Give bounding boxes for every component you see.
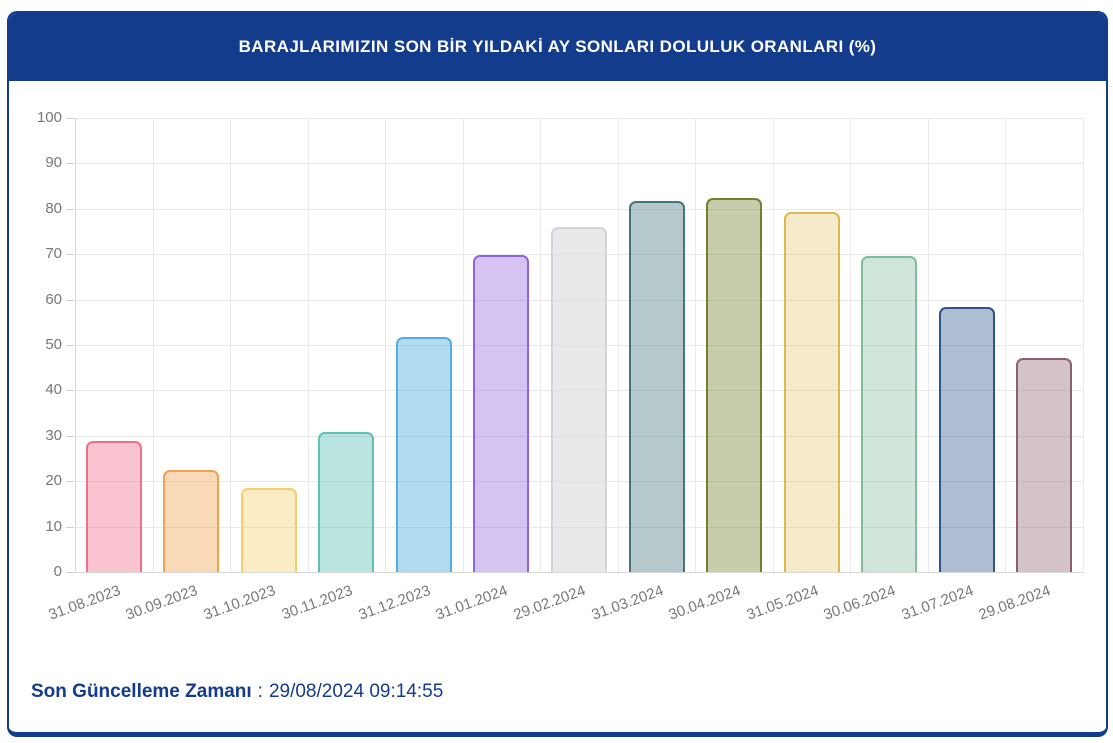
x-tick-label-30-04-2024: 30.04.2024 xyxy=(666,582,743,624)
last-update: Son Güncelleme Zamanı:29/08/2024 09:14:5… xyxy=(31,681,443,703)
y-tick-label-20: 20 xyxy=(45,472,62,490)
bar-chart: 0 10 20 30 40 50 60 70 80 90 100 31.08.2023 30.09.20… xyxy=(9,81,1106,653)
y-tick xyxy=(66,435,74,437)
last-update-separator: : xyxy=(257,681,263,702)
y-tick xyxy=(66,526,74,528)
x-gridline xyxy=(850,118,852,572)
bar-31-08-2023[interactable] xyxy=(85,440,142,572)
y-tick-label-90: 90 xyxy=(45,154,62,172)
x-gridline xyxy=(462,118,464,572)
bar-31-03-2024[interactable] xyxy=(628,201,685,572)
bar-31-01-2024[interactable] xyxy=(473,255,530,572)
x-gridline xyxy=(1083,118,1084,572)
y-tick-label-30: 30 xyxy=(45,426,62,444)
x-gridline xyxy=(152,118,154,572)
bar-31-05-2024[interactable] xyxy=(783,211,840,572)
x-gridline xyxy=(772,118,774,572)
x-gridline xyxy=(617,118,619,572)
x-tick-label-29-08-2024: 29.08.2024 xyxy=(976,582,1054,624)
x-tick-label-31-10-2023: 31.10.2023 xyxy=(201,582,278,624)
y-tick-label-10: 10 xyxy=(45,517,62,535)
x-gridline xyxy=(230,118,232,572)
y-tick xyxy=(66,345,74,346)
y-tick xyxy=(66,481,74,483)
y-tick xyxy=(66,118,74,119)
y-tick-label-50: 50 xyxy=(45,336,62,353)
x-tick-label-31-12-2023: 31.12.2023 xyxy=(356,582,433,624)
y-gridline xyxy=(75,118,1083,119)
x-tick-label-29-02-2024: 29.02.2024 xyxy=(511,582,588,624)
x-gridline xyxy=(307,118,309,572)
bar-30-04-2024[interactable] xyxy=(706,198,763,572)
y-tick-label-80: 80 xyxy=(45,199,62,217)
x-gridline xyxy=(385,118,387,572)
y-tick-label-70: 70 xyxy=(45,245,62,263)
y-tick xyxy=(66,390,74,392)
x-tick-label-31-07-2024: 31.07.2024 xyxy=(899,582,976,624)
bar-30-11-2023[interactable] xyxy=(318,432,375,572)
x-gridline xyxy=(1005,118,1007,572)
card-header: BARAJLARIMIZIN SON BİR YILDAKİ AY SONLAR… xyxy=(9,13,1106,81)
y-tick-label-100: 100 xyxy=(36,109,62,126)
bar-30-06-2024[interactable] xyxy=(861,256,918,572)
y-tick-label-40: 40 xyxy=(45,381,62,399)
x-tick-label-30-11-2023: 30.11.2023 xyxy=(279,582,356,624)
x-tick-label-30-09-2023: 30.09.2023 xyxy=(123,582,201,624)
x-tick-label-31-08-2023: 31.08.2023 xyxy=(46,582,123,624)
y-tick xyxy=(66,163,74,165)
x-tick-label-31-03-2024: 31.03.2024 xyxy=(588,582,666,624)
bar-31-07-2024[interactable] xyxy=(938,307,995,572)
bar-29-08-2024[interactable] xyxy=(1016,358,1073,572)
dam-occupancy-card: BARAJLARIMIZIN SON BİR YILDAKİ AY SONLAR… xyxy=(7,11,1108,737)
bar-31-12-2023[interactable] xyxy=(395,336,452,572)
y-gridline xyxy=(75,163,1083,165)
y-gridline xyxy=(75,208,1083,210)
x-gridline xyxy=(695,118,697,572)
x-gridline xyxy=(927,118,929,572)
bar-29-02-2024[interactable] xyxy=(551,226,607,572)
x-tick-label-30-06-2024: 30.06.2024 xyxy=(821,582,898,624)
x-gridline xyxy=(75,118,76,572)
bar-31-10-2023[interactable] xyxy=(240,488,297,572)
y-tick xyxy=(66,572,74,573)
last-update-label: Son Güncelleme Zamanı xyxy=(31,681,252,702)
x-gridline xyxy=(540,118,542,572)
chart-title: BARAJLARIMIZIN SON BİR YILDAKİ AY SONLAR… xyxy=(238,37,877,56)
y-tick xyxy=(66,208,74,210)
last-update-value: 29/08/2024 09:14:55 xyxy=(268,681,444,702)
x-tick-label-31-01-2024: 31.01.2024 xyxy=(433,582,511,624)
y-tick xyxy=(66,299,74,301)
x-tick-label-31-05-2024: 31.05.2024 xyxy=(744,582,821,624)
y-tick xyxy=(66,254,74,256)
y-tick-label-0: 0 xyxy=(53,563,62,580)
y-gridline xyxy=(75,572,1083,573)
bar-30-09-2023[interactable] xyxy=(163,469,220,572)
y-tick-label-60: 60 xyxy=(45,290,62,308)
